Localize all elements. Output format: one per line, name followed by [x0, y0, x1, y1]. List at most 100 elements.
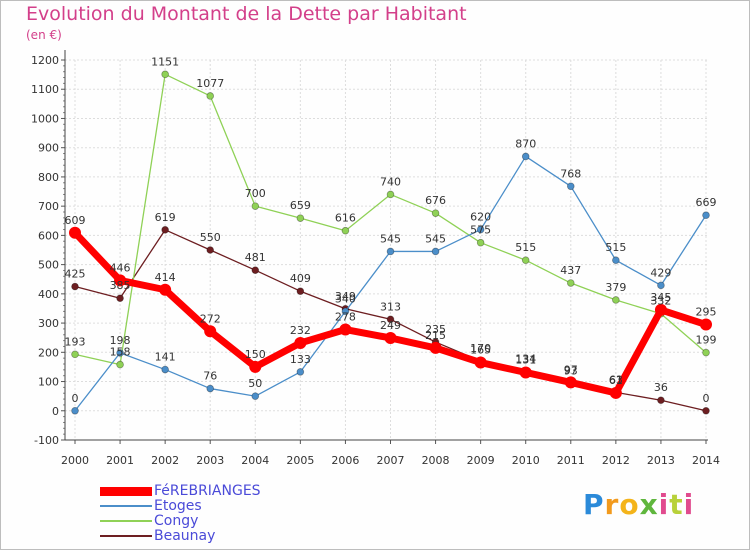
data-label: 545: [425, 232, 446, 245]
data-label: 235: [425, 323, 446, 336]
data-point: [474, 356, 487, 369]
data-label: 425: [65, 268, 86, 281]
x-tick-label: 2013: [647, 454, 675, 467]
x-tick-label: 2006: [331, 454, 359, 467]
x-tick-label: 2010: [512, 454, 540, 467]
data-point: [116, 349, 124, 357]
data-point: [161, 226, 169, 234]
y-tick-label: 700: [38, 200, 59, 213]
data-point: [386, 315, 395, 324]
data-label: 278: [335, 311, 356, 324]
x-tick-label: 2004: [241, 454, 269, 467]
y-tick-label: 500: [38, 259, 59, 272]
data-point: [519, 366, 532, 379]
y-tick-label: 1000: [31, 112, 59, 125]
data-point: [341, 226, 350, 235]
data-label: 515: [605, 241, 626, 254]
y-tick-label: 1200: [31, 54, 59, 67]
data-point: [521, 256, 530, 265]
data-label: 313: [380, 300, 401, 313]
data-label: 550: [200, 231, 221, 244]
data-point: [341, 307, 350, 316]
legend-label: FéREBRIANGES: [154, 483, 261, 499]
x-tick-label: 2014: [692, 454, 720, 467]
data-label: 545: [380, 232, 401, 245]
x-tick-label: 2000: [61, 454, 89, 467]
data-point: [206, 384, 215, 393]
y-tick-label: 0: [52, 405, 59, 418]
data-label: 700: [245, 187, 266, 200]
y-tick-label: 300: [38, 317, 59, 330]
x-tick-label: 2007: [377, 454, 405, 467]
data-point: [249, 360, 262, 373]
data-label: 768: [560, 167, 581, 180]
data-point: [114, 274, 127, 287]
data-point: [161, 365, 169, 374]
y-tick-label: 200: [38, 346, 59, 359]
data-point: [657, 396, 665, 405]
data-label: 1077: [196, 77, 224, 90]
data-point: [206, 92, 215, 100]
data-label: 437: [560, 264, 581, 277]
data-point: [339, 323, 352, 336]
data-label: 61: [609, 374, 623, 387]
data-label: 249: [380, 319, 401, 332]
x-tick-label: 2012: [602, 454, 630, 467]
y-tick-label: 900: [38, 142, 59, 155]
x-tick-label: 2003: [196, 454, 224, 467]
data-point: [296, 214, 305, 222]
axes: -100010020030040050060070080090010001100…: [31, 50, 720, 467]
data-point: [384, 331, 397, 344]
y-tick-label: 400: [38, 288, 59, 301]
data-point: [657, 281, 665, 290]
data-label: 481: [245, 251, 266, 264]
data-label: 198: [110, 334, 131, 347]
y-tick-label: 100: [38, 376, 59, 389]
x-tick-label: 2009: [467, 454, 495, 467]
data-label: 131: [515, 353, 536, 366]
legend-swatch: [100, 505, 152, 507]
data-point: [612, 256, 620, 265]
data-point: [116, 294, 124, 303]
chart-title: Evolution du Montant de la Dette par Hab…: [26, 3, 467, 25]
data-label: 193: [65, 335, 86, 348]
data-point: [71, 406, 79, 415]
data-point: [251, 202, 260, 210]
data-point: [566, 279, 575, 287]
data-label: 870: [515, 137, 536, 150]
data-label: 215: [425, 329, 446, 342]
data-label: 609: [65, 214, 86, 227]
data-label: 0: [703, 392, 710, 405]
data-label: 150: [245, 348, 266, 361]
data-label: 575: [470, 224, 491, 237]
y-tick-label: -100: [34, 434, 59, 447]
data-point: [161, 70, 169, 79]
data-point: [204, 325, 217, 338]
data-label: 446: [110, 261, 131, 274]
data-point: [296, 287, 305, 296]
data-label: 63: [609, 373, 623, 386]
data-point: [431, 247, 440, 256]
data-label: 165: [470, 344, 491, 357]
x-tick-label: 2001: [106, 454, 134, 467]
data-point: [251, 392, 260, 400]
data-labels: 425 385 619 550 481 409 349 313 235 170 134 93 63 36 0…: [65, 55, 717, 404]
data-label: 659: [290, 199, 311, 212]
data-point: [654, 303, 667, 316]
data-label: 676: [425, 194, 446, 207]
data-label: 199: [696, 334, 717, 347]
legend-swatch: [100, 520, 152, 522]
data-label: 515: [515, 241, 536, 254]
data-label: 232: [290, 324, 311, 337]
data-point: [521, 152, 530, 161]
data-point: [702, 211, 710, 220]
data-label: 93: [564, 365, 578, 378]
x-tick-label: 2008: [422, 454, 450, 467]
data-label: 141: [155, 351, 176, 364]
data-label: 170: [470, 342, 491, 355]
data-point: [71, 350, 79, 359]
data-label: 1151: [151, 55, 179, 68]
data-label: 97: [564, 363, 578, 376]
data-point: [431, 209, 440, 217]
data-point: [702, 348, 710, 357]
